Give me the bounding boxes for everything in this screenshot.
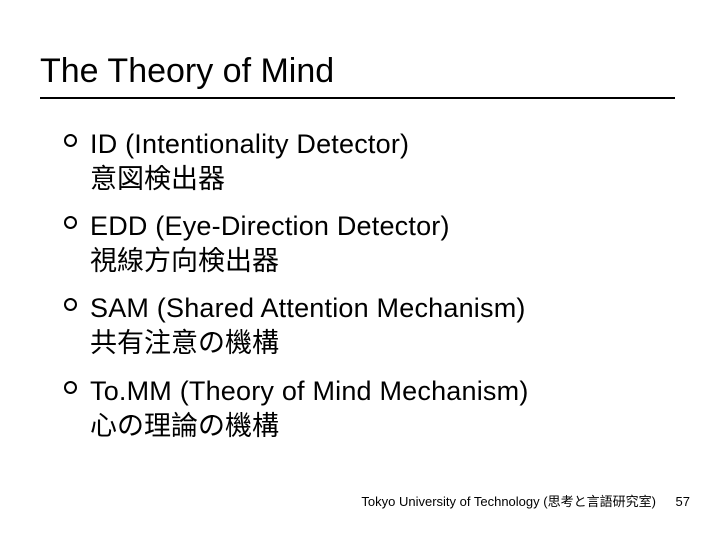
- list-item: SAM (Shared Attention Mechanism) 共有注意の機構: [64, 291, 680, 361]
- slide: The Theory of Mind ID (Intentionality De…: [0, 0, 720, 540]
- footer-text: Tokyo University of Technology (思考と言語研究室…: [361, 494, 656, 509]
- bullet-line-jp: 視線方向検出器: [90, 244, 680, 279]
- bullet-line-jp: 心の理論の機構: [90, 409, 680, 444]
- circle-bullet-icon: [64, 216, 77, 229]
- circle-bullet-icon: [64, 298, 77, 311]
- slide-footer: Tokyo University of Technology (思考と言語研究室…: [361, 491, 690, 510]
- slide-title: The Theory of Mind: [40, 52, 680, 91]
- list-item: To.MM (Theory of Mind Mechanism) 心の理論の機構: [64, 374, 680, 444]
- bullet-line-en: SAM (Shared Attention Mechanism): [90, 291, 680, 326]
- list-item: EDD (Eye-Direction Detector) 視線方向検出器: [64, 209, 680, 279]
- bullet-list: ID (Intentionality Detector) 意図検出器 EDD (…: [40, 127, 680, 444]
- page-number: 57: [676, 494, 690, 509]
- list-item: ID (Intentionality Detector) 意図検出器: [64, 127, 680, 197]
- title-underline: [40, 97, 675, 99]
- bullet-line-en: To.MM (Theory of Mind Mechanism): [90, 374, 680, 409]
- circle-bullet-icon: [64, 134, 77, 147]
- circle-bullet-icon: [64, 381, 77, 394]
- bullet-line-jp: 共有注意の機構: [90, 326, 680, 361]
- bullet-line-en: ID (Intentionality Detector): [90, 127, 680, 162]
- bullet-line-jp: 意図検出器: [90, 162, 680, 197]
- bullet-line-en: EDD (Eye-Direction Detector): [90, 209, 680, 244]
